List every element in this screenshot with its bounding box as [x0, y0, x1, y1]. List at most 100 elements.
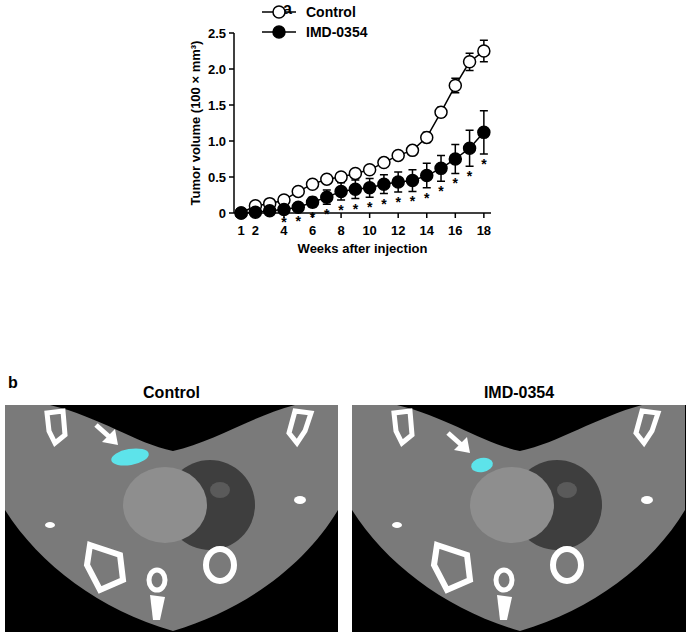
data-point [478, 45, 490, 57]
tumor [470, 456, 494, 474]
data-point [335, 171, 347, 183]
bone [149, 570, 165, 590]
bone [150, 595, 165, 620]
data-point [378, 178, 390, 190]
bone [636, 411, 658, 443]
x-tick [483, 213, 485, 218]
data-point [364, 182, 376, 194]
y-tick-label: 0 [219, 206, 226, 221]
data-point [307, 178, 319, 190]
y-tick [229, 104, 234, 106]
data-point [464, 142, 476, 154]
data-point [464, 56, 476, 68]
data-point [321, 191, 333, 203]
x-tick-label: 16 [448, 223, 462, 238]
data-point [392, 149, 404, 161]
significance-mark: * [324, 206, 330, 222]
y-tick-label: 2.5 [208, 26, 226, 41]
legend-label: IMD-0354 [306, 24, 368, 40]
data-point [421, 131, 433, 143]
x-tick-label: 2 [252, 223, 259, 238]
x-tick-label: 12 [391, 223, 405, 238]
heart [123, 467, 207, 543]
arrow-head [102, 429, 118, 445]
x-tick-label: 18 [477, 223, 491, 238]
legend-marker [273, 6, 285, 18]
x-axis-label: Weeks after injection [298, 241, 428, 256]
significance-mark: * [438, 183, 444, 199]
bone [206, 549, 234, 581]
x-tick-label: 8 [337, 223, 344, 238]
data-point [307, 196, 319, 208]
data-point [335, 185, 347, 197]
image-background [5, 405, 338, 632]
x-tick-label: 10 [362, 223, 376, 238]
data-point [378, 157, 390, 169]
image-title: IMD-0354 [484, 384, 554, 401]
y-tick [229, 140, 234, 142]
data-point [249, 206, 261, 218]
bone [497, 595, 512, 620]
significance-mark: * [410, 193, 416, 209]
image-title: Control [143, 384, 200, 401]
significance-mark: * [367, 199, 373, 215]
bone [289, 411, 311, 443]
data-point [435, 162, 447, 174]
image-background [352, 405, 686, 632]
significance-mark: * [424, 190, 430, 206]
data-point [235, 207, 247, 219]
y-tick-label: 1.0 [208, 134, 226, 149]
body [5, 405, 338, 631]
significance-mark: * [381, 196, 387, 212]
bone [394, 411, 412, 443]
data-point [364, 164, 376, 176]
bone [434, 545, 470, 590]
x-tick [426, 213, 428, 218]
legend-marker [273, 26, 285, 38]
y-tick-label: 0.5 [208, 170, 226, 185]
significance-mark: * [338, 202, 344, 218]
data-point [264, 205, 276, 217]
series-line [241, 51, 484, 213]
y-tick [229, 68, 234, 70]
bone [641, 496, 653, 504]
y-tick-label: 1.5 [208, 98, 226, 113]
data-point [321, 173, 333, 185]
bone [496, 570, 512, 590]
significance-mark: * [353, 201, 359, 217]
arrow-head [454, 437, 470, 453]
data-point [349, 167, 361, 179]
data-point [235, 207, 247, 219]
y-axis-label: Tumor volume (100 × mm³) [188, 41, 203, 206]
bone [553, 549, 581, 581]
y-axis [233, 33, 235, 213]
data-point [421, 170, 433, 182]
data-point [292, 201, 304, 213]
structure [557, 482, 577, 498]
bone [87, 545, 123, 590]
bone [47, 411, 65, 443]
bone [392, 522, 402, 528]
significance-mark: * [281, 214, 287, 230]
y-tick-label: 2.0 [208, 62, 226, 77]
significance-mark: * [467, 168, 473, 184]
data-point [292, 185, 304, 197]
significance-mark: * [481, 156, 487, 172]
x-tick [397, 213, 399, 218]
data-point [449, 153, 461, 165]
data-point [478, 126, 490, 138]
structure [210, 482, 230, 498]
data-point [406, 175, 418, 187]
ct-image [352, 405, 686, 632]
significance-mark: * [310, 209, 316, 225]
x-tick-label: 14 [420, 223, 435, 238]
tumor [110, 446, 150, 468]
data-point [349, 183, 361, 195]
data-point [435, 106, 447, 118]
panel-label: b [8, 374, 18, 391]
y-tick [229, 32, 234, 34]
data-point [406, 144, 418, 156]
data-point [392, 176, 404, 188]
ct-image [5, 405, 338, 632]
legend-label: Control [306, 4, 356, 20]
